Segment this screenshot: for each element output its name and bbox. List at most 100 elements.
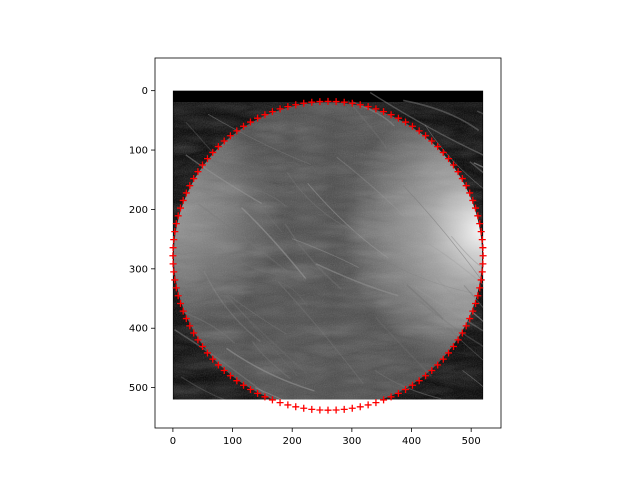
contour-marker [348, 404, 356, 412]
contour-marker [240, 381, 248, 389]
y-tick-label: 300 [129, 264, 148, 275]
y-axis-ticks: 0 100 200 300 400 500 [129, 86, 155, 394]
contour-marker [439, 148, 447, 156]
contour-marker [182, 189, 190, 197]
contour-marker [169, 260, 177, 268]
fiber-streak [240, 206, 307, 280]
contour-marker [340, 98, 348, 106]
contour-marker [477, 228, 485, 236]
contour-marker [458, 329, 466, 337]
contour-marker [220, 367, 228, 375]
fiber-streak [336, 156, 428, 239]
fiber-streak [242, 187, 287, 208]
contour-marker [170, 236, 178, 244]
y-tick-label: 100 [129, 146, 148, 157]
fiber-streak [315, 263, 399, 297]
contour-marker [220, 137, 228, 145]
contour-marker [214, 361, 222, 369]
fiber-streak [476, 110, 484, 115]
contour-marker [261, 393, 269, 401]
contour-marker [174, 292, 182, 300]
contour-marker [454, 336, 462, 344]
fiber-streak [252, 341, 291, 380]
contour-marker [472, 204, 480, 212]
fiber-streak [226, 347, 315, 392]
fiber-streak [419, 300, 484, 348]
contour-marker [449, 161, 457, 169]
contour-marker [477, 276, 485, 284]
mammogram-image [172, 90, 484, 400]
fiber-streak [463, 285, 484, 309]
contour-marker [203, 349, 211, 357]
contour-marker [372, 105, 380, 113]
contour-markers [169, 97, 487, 414]
fiber-streak [218, 247, 286, 277]
contour-marker [300, 404, 308, 412]
fiber-streak [180, 376, 226, 400]
contour-marker [194, 336, 202, 344]
contour-marker [284, 103, 292, 111]
fiber-streak [462, 369, 484, 388]
contour-marker [324, 97, 332, 105]
contour-marker [466, 189, 474, 197]
y-tick-label: 0 [142, 86, 148, 97]
fiber-lines [174, 92, 484, 400]
contour-marker [434, 143, 442, 151]
y-tick-label: 200 [129, 205, 148, 216]
fiber-streak [403, 99, 480, 132]
contour-marker [182, 315, 190, 323]
contour-marker [332, 406, 340, 414]
fiber-streak [366, 249, 473, 294]
fiber-streak [207, 113, 311, 165]
contour-marker [408, 381, 416, 389]
contour-marker [449, 343, 457, 351]
contour-marker [316, 98, 324, 106]
contour-marker [190, 175, 198, 183]
contour-marker [474, 212, 482, 220]
contour-marker [179, 196, 187, 204]
x-tick-label: 500 [462, 436, 481, 447]
fiber-streak [369, 92, 484, 156]
contour-marker [340, 405, 348, 413]
contour-marker [394, 389, 402, 397]
fiber-streak [185, 154, 263, 205]
fiber-streak [203, 270, 261, 342]
contour-marker [169, 244, 177, 252]
contour-marker [170, 268, 178, 276]
contour-marker [246, 118, 254, 126]
contour-marker [176, 299, 184, 307]
contour-marker [233, 377, 241, 385]
fiber-streak [227, 295, 298, 377]
contour-marker [186, 182, 194, 190]
tissue-left-glow [173, 102, 483, 400]
contour-marker [462, 182, 470, 190]
contour-marker [472, 299, 480, 307]
contour-marker [308, 98, 316, 106]
contour-marker [226, 372, 234, 380]
fiber-streak [436, 278, 484, 323]
contour-marker [292, 101, 300, 109]
contour-marker [268, 108, 276, 116]
fiber-streak [255, 387, 283, 400]
fiber-streak [403, 185, 481, 280]
fiber-streak [277, 281, 364, 384]
contour-marker [176, 204, 184, 212]
fiber-streak [351, 101, 395, 127]
contour-marker [479, 252, 487, 260]
contour-marker [199, 343, 207, 351]
contour-marker [476, 284, 484, 292]
contour-marker [199, 161, 207, 169]
contour-marker [203, 155, 211, 163]
contour-marker [458, 175, 466, 183]
contour-marker [439, 355, 447, 363]
x-tick-label: 200 [283, 436, 302, 447]
contour-marker [476, 220, 484, 228]
contour-marker [469, 196, 477, 204]
contour-marker [179, 307, 187, 315]
contour-marker [240, 122, 248, 130]
contour-marker [462, 322, 470, 330]
contour-marker [454, 168, 462, 176]
fiber-streak [284, 223, 342, 290]
x-tick-label: 400 [402, 436, 421, 447]
